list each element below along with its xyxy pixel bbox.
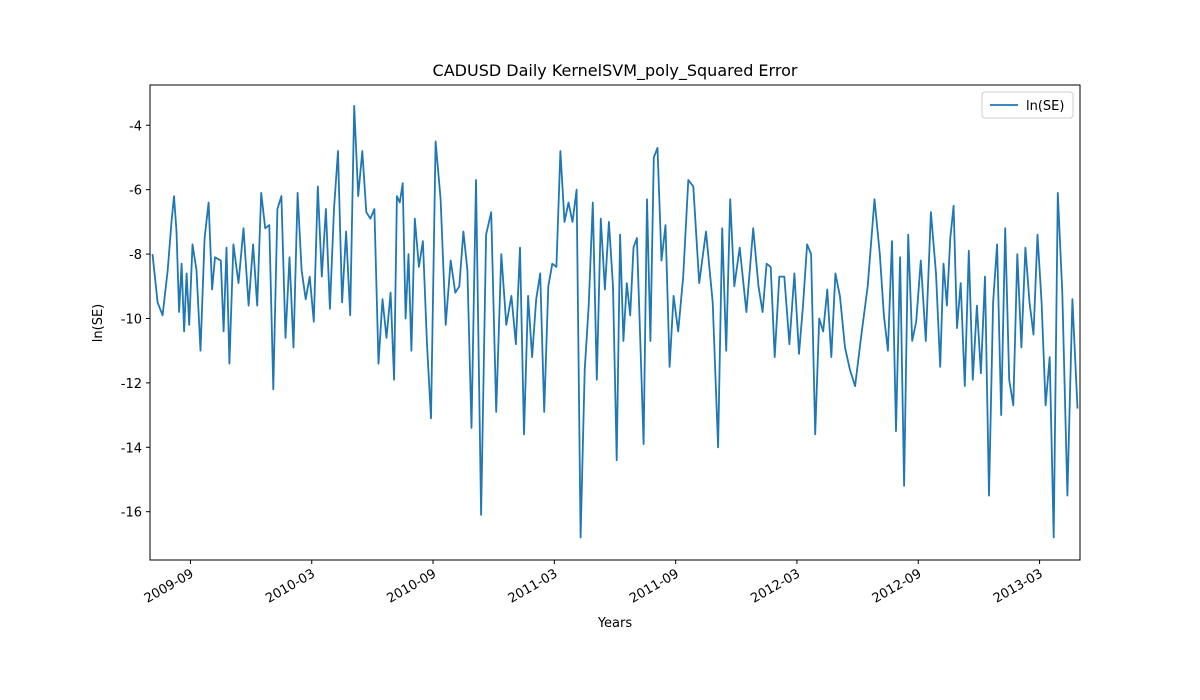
x-tick-label: 2009-09	[142, 566, 197, 606]
x-axis-label: Years	[597, 616, 633, 631]
plot-frame	[149, 84, 1081, 561]
data-line	[151, 105, 1079, 539]
legend-label: ln(SE)	[1026, 99, 1064, 114]
legend-box	[981, 91, 1074, 119]
y-tick-label: -6	[129, 184, 142, 199]
y-tick-label: -10	[121, 312, 142, 327]
y-tick-label: -4	[129, 119, 142, 134]
x-tick-label: 2012-03	[748, 566, 803, 606]
y-tick-label: -8	[129, 248, 142, 263]
chart-title: CADUSD Daily KernelSVM_poly_Squared Erro…	[433, 61, 798, 81]
x-tick-label: 2010-03	[263, 566, 318, 606]
y-tick-label: -16	[121, 506, 142, 521]
x-tick-label: 2011-03	[506, 566, 561, 606]
x-tick-label: 2013-03	[991, 566, 1046, 606]
x-tick-label: 2012-09	[870, 566, 925, 606]
y-tick-label: -12	[121, 377, 142, 392]
x-tick-label: 2011-09	[627, 566, 682, 606]
y-axis-label: ln(SE)	[91, 304, 106, 342]
x-tick-label: 2010-09	[384, 566, 439, 606]
y-tick-label: -14	[121, 441, 142, 456]
